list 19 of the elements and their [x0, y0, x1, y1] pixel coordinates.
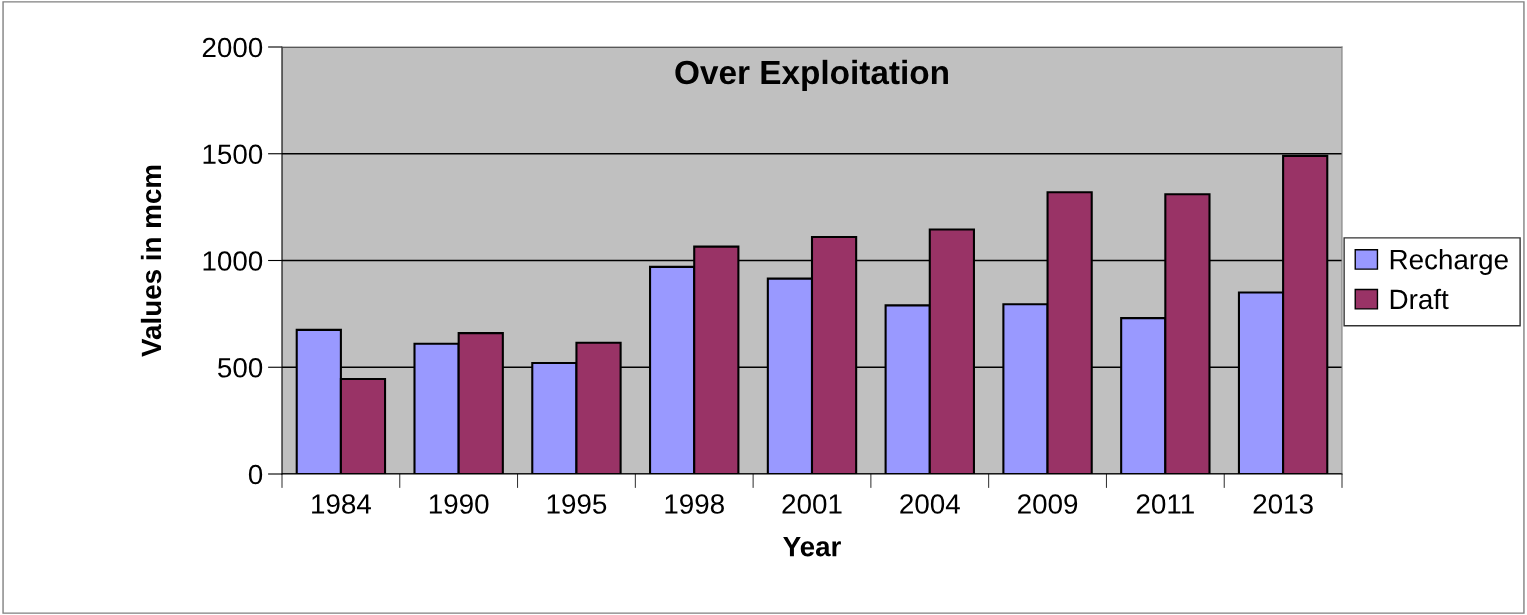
y-axis-title: Values in mcm	[140, 165, 162, 357]
x-tick-label: 1998	[665, 494, 724, 514]
y-tick-label: 500	[218, 357, 263, 378]
x-tick-label: 1995	[547, 494, 607, 514]
legend-label: Recharge	[1390, 249, 1508, 275]
x-tick-label: 1984	[312, 494, 371, 514]
x-tick-label: 1990	[429, 494, 489, 514]
chart-title: Over Exploitation	[675, 59, 948, 91]
y-tick-label: 1500	[203, 144, 263, 165]
y-tick-label: 2000	[202, 37, 263, 58]
x-tick-label: 2013	[1253, 494, 1313, 514]
x-tick-label: 2009	[1018, 494, 1078, 514]
x-tick-label: 2011	[1136, 494, 1194, 514]
x-tick-label: 2004	[900, 494, 960, 514]
y-tick-label: 1000	[203, 251, 263, 271]
x-axis-title: Year	[783, 537, 841, 557]
legend-label: Draft	[1390, 288, 1449, 310]
x-tick-label: 2001	[782, 494, 842, 514]
y-tick-label: 0	[248, 464, 263, 485]
